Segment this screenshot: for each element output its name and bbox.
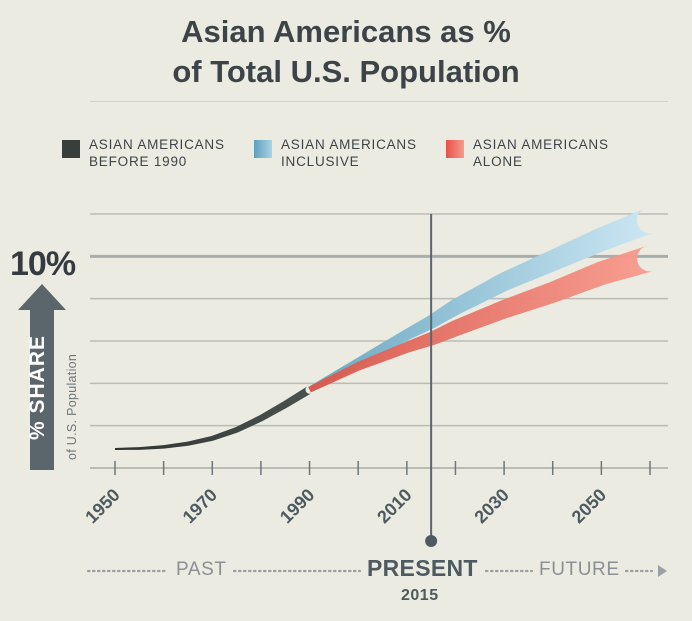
ten-percent-label: 10%	[10, 245, 76, 283]
y-axis-sublabel: of U.S. Population	[65, 353, 79, 460]
x-axis-ticks	[114, 461, 651, 475]
series-group	[114, 208, 655, 450]
legend-item-inclusive: ASIAN AMERICANS INCLUSIVE	[254, 136, 441, 170]
legend-swatch-inclusive	[254, 140, 272, 158]
title-line-2: of Total U.S. Population	[172, 54, 520, 89]
x-tick-label: 1970	[179, 485, 221, 527]
chart-title: Asian Americans as % of Total U.S. Popul…	[0, 12, 692, 92]
timeline-present-label: PRESENT	[367, 555, 478, 581]
title-divider	[90, 101, 668, 102]
legend-item-alone: ASIAN AMERICANS ALONE	[446, 136, 633, 170]
series-alone	[308, 246, 654, 393]
timeline-present-year: 2015	[401, 587, 439, 604]
x-tick-label: 1990	[276, 485, 318, 527]
timeline-future-label: FUTURE	[539, 559, 620, 580]
title-line-1: Asian Americans as %	[181, 14, 511, 49]
x-tick-label: 2050	[568, 485, 610, 527]
legend-label-inclusive: ASIAN AMERICANS INCLUSIVE	[281, 137, 417, 169]
share-arrow-icon	[18, 284, 66, 470]
x-tick-label: 1950	[81, 485, 123, 527]
legend-swatch-alone	[446, 140, 464, 158]
timeline-past-label: PAST	[176, 559, 227, 580]
grid-lines	[90, 213, 668, 469]
x-tick-label: 2030	[470, 485, 512, 527]
series-inclusive	[308, 208, 655, 393]
x-axis-labels: 1950 1970 1990 2010 2030 2050	[81, 485, 610, 527]
legend-item-before-1990: ASIAN AMERICANS BEFORE 1990	[62, 136, 249, 170]
timeline-dotted-line	[86, 565, 667, 577]
legend-label-alone: ASIAN AMERICANS ALONE	[473, 137, 609, 169]
timeline-arrow-icon	[658, 565, 667, 577]
present-dot	[425, 535, 438, 547]
x-tick-label: 2010	[373, 485, 415, 527]
present-marker	[425, 214, 438, 547]
y-axis-label: % SHARE	[26, 334, 49, 440]
series-before-1990	[114, 386, 312, 450]
legend-label-before-1990: ASIAN AMERICANS BEFORE 1990	[89, 137, 225, 169]
legend-swatch-before-1990	[62, 140, 80, 158]
